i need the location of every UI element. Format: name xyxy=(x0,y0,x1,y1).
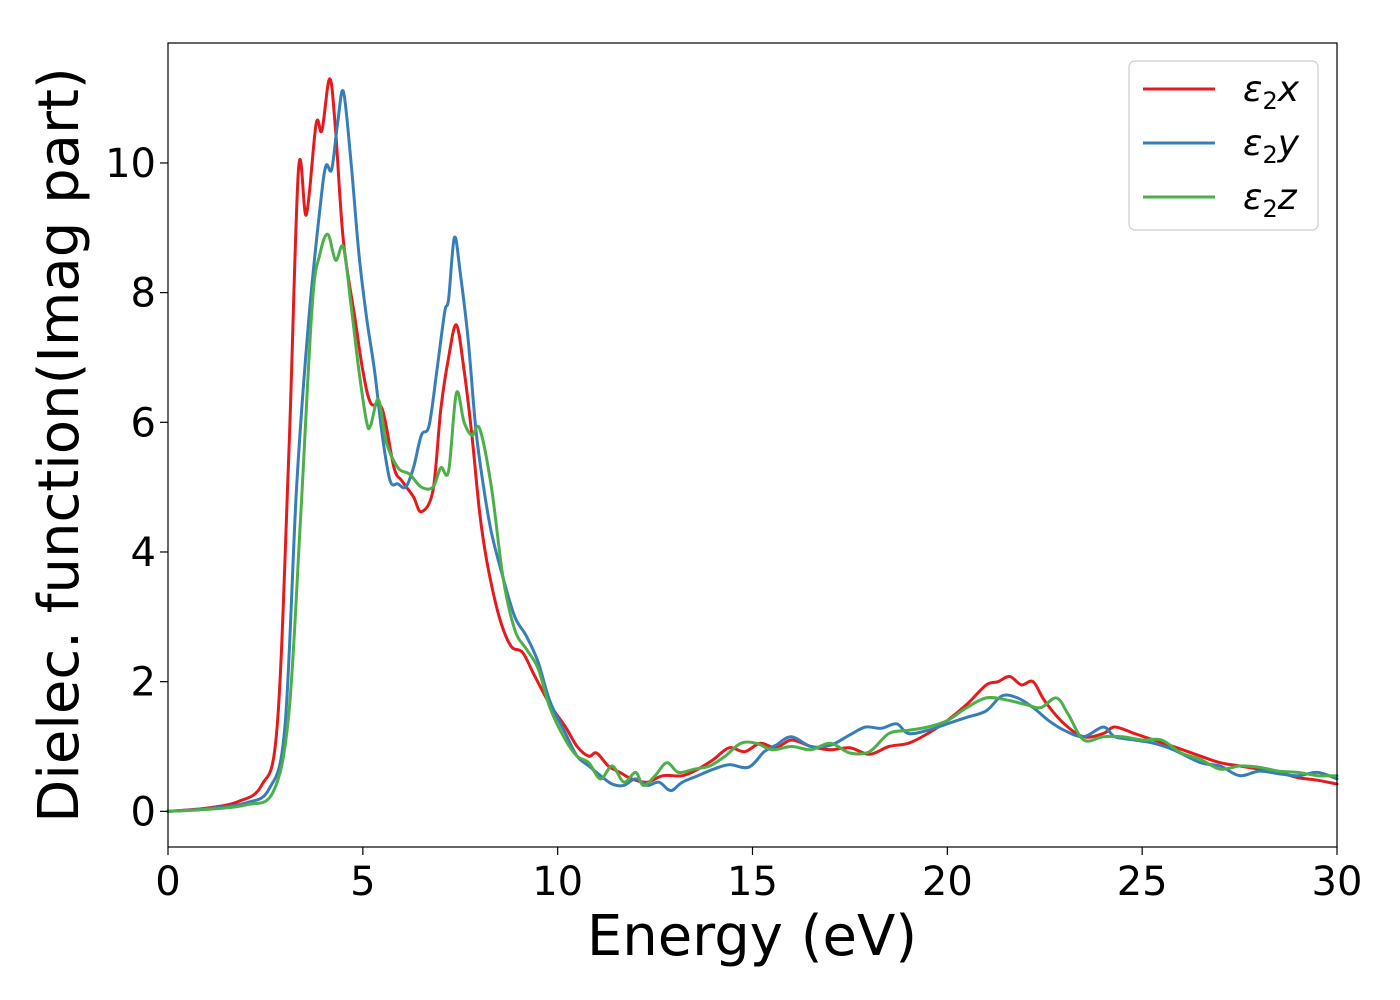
series-layer xyxy=(166,77,1339,813)
series-line-x xyxy=(166,77,1339,813)
x-tick-label: 10 xyxy=(532,859,583,905)
y-tick-label: 10 xyxy=(105,141,156,187)
legend-label-x: ε2x xyxy=(1243,69,1300,115)
y-axis-title: Dielec. function(Imag part) xyxy=(27,67,92,823)
legend-label-y: ε2y xyxy=(1243,123,1300,169)
series-line-y xyxy=(166,89,1339,813)
y-tick-label: 2 xyxy=(131,660,156,706)
x-axis-title: Energy (eV) xyxy=(587,904,917,969)
legend-symbol: ε xyxy=(1243,123,1262,164)
legend-suffix: z xyxy=(1277,177,1298,218)
x-tick-label: 0 xyxy=(155,859,180,905)
y-axis: 0 2 4 6 8 10 xyxy=(105,141,168,835)
legend-subscript: 2 xyxy=(1262,87,1277,115)
series-line-z xyxy=(166,232,1339,813)
legend-subscript: 2 xyxy=(1262,141,1277,169)
y-tick-label: 0 xyxy=(131,789,156,835)
legend-symbol: ε xyxy=(1243,69,1262,110)
legend-box xyxy=(1128,60,1319,231)
x-tick-label: 25 xyxy=(1117,859,1168,905)
y-tick-label: 8 xyxy=(131,271,156,317)
x-axis: 0 5 10 15 20 25 30 xyxy=(155,847,1362,905)
y-tick-label: 6 xyxy=(131,400,156,446)
legend-symbol: ε xyxy=(1243,177,1262,218)
legend-suffix: y xyxy=(1277,123,1300,164)
legend-subscript: 2 xyxy=(1262,195,1277,223)
y-tick-label: 4 xyxy=(131,530,156,576)
x-tick-label: 30 xyxy=(1312,859,1363,905)
legend-suffix: x xyxy=(1277,69,1300,110)
legend-label-z: ε2z xyxy=(1243,177,1298,223)
x-tick-label: 15 xyxy=(727,859,778,905)
x-tick-label: 5 xyxy=(350,859,375,905)
x-tick-label: 20 xyxy=(922,859,973,905)
